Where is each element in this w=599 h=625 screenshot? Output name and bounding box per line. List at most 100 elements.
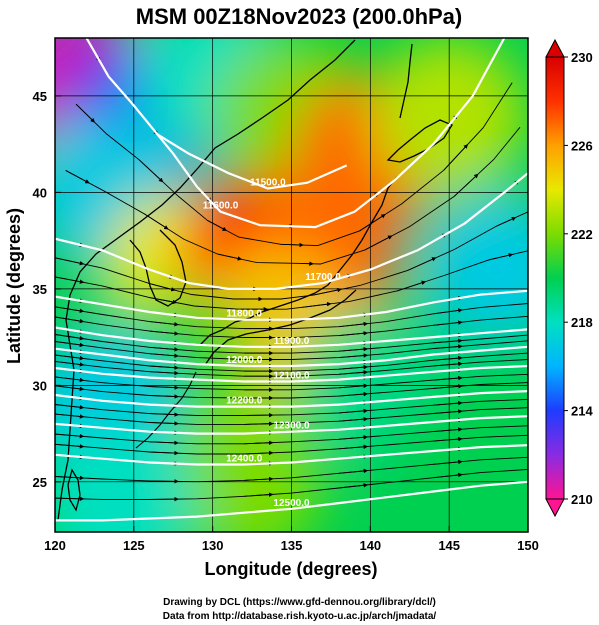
wind-arrow xyxy=(55,496,85,502)
wind-arrow xyxy=(338,353,369,359)
wind-arrow xyxy=(302,301,332,308)
wind-arrow xyxy=(55,376,85,383)
wind-arrow xyxy=(55,475,85,481)
contour-line xyxy=(55,364,528,383)
x-tick-label: 140 xyxy=(359,538,381,553)
wind-arrow xyxy=(433,344,463,350)
contour-label: 12200.0 xyxy=(226,396,263,407)
contour-line xyxy=(156,133,348,190)
wind-arrow xyxy=(488,253,514,261)
contour-line xyxy=(55,444,528,466)
wind-arrow xyxy=(433,400,463,406)
wind-arrow xyxy=(280,242,304,248)
wind-arrow xyxy=(338,483,369,489)
contour-label: 11800.0 xyxy=(226,309,262,320)
wind-arrow xyxy=(55,404,85,410)
wind-arrow xyxy=(244,450,274,456)
wind-arrow xyxy=(433,384,463,389)
chart-title: MSM 00Z18Nov2023 (200.0hPa) xyxy=(136,4,463,29)
wind-arrow xyxy=(433,472,463,479)
coastline-sakhalin xyxy=(399,43,413,119)
wind-arrow xyxy=(55,257,85,266)
wind-arrow xyxy=(433,375,463,381)
wind-arrow xyxy=(149,440,179,446)
coastline-asia-mainland xyxy=(57,39,356,521)
wind-arrow xyxy=(149,412,179,417)
y-tick-label: 35 xyxy=(33,282,47,297)
wind-arrow xyxy=(433,361,463,367)
wind-arrow xyxy=(149,394,179,399)
wind-arrow xyxy=(338,444,369,450)
wind-arrow xyxy=(496,217,517,227)
wind-arrow xyxy=(149,297,178,305)
wind-arrow xyxy=(338,468,369,474)
x-tick-label: 120 xyxy=(44,538,66,553)
wind-arrow xyxy=(312,287,342,296)
contour-label: 11700.0 xyxy=(305,272,341,283)
y-tick-label: 40 xyxy=(33,185,47,200)
y-tick-label: 30 xyxy=(33,378,47,393)
wind-arrow xyxy=(138,159,164,183)
contour-label: 11500.0 xyxy=(250,178,286,189)
contour-line xyxy=(55,390,528,408)
wind-arrow xyxy=(338,383,369,389)
wind-arrow xyxy=(55,443,85,449)
contour-label: 11600.0 xyxy=(203,201,239,212)
wind-arrow xyxy=(396,280,427,292)
streamline xyxy=(55,211,528,300)
wind-arrow xyxy=(244,421,274,426)
contour-line xyxy=(55,480,528,522)
wind-arrow xyxy=(364,235,393,251)
wind-arrow xyxy=(433,436,463,442)
x-tick-label: 150 xyxy=(517,538,539,553)
contour-label: 12500.0 xyxy=(273,498,310,509)
wind-arrow xyxy=(55,433,85,439)
x-tick-label: 145 xyxy=(438,538,460,553)
wind-arrow xyxy=(149,283,176,292)
wind-arrow xyxy=(407,257,437,272)
colorbar: 210 214 218 222 226 230 xyxy=(545,38,593,518)
wind-arrow xyxy=(453,173,479,197)
wind-arrow xyxy=(149,370,179,376)
colorbar-tick-label: 230 xyxy=(571,50,593,65)
x-axis: 120 125 130 135 140 145 150 xyxy=(44,526,539,553)
coastline-ryukyu xyxy=(135,371,197,449)
wind-arrow xyxy=(149,321,179,327)
wind-arrow xyxy=(359,214,386,232)
wind-arrow xyxy=(217,253,243,261)
wind-arrow xyxy=(244,440,274,446)
wind-arrow xyxy=(149,421,179,426)
grid-lines xyxy=(55,38,528,532)
wind-arrow xyxy=(433,355,463,361)
contour-label: 12300.0 xyxy=(273,421,310,432)
wind-arrow xyxy=(55,334,85,341)
colorbar-tick-label: 226 xyxy=(571,138,593,153)
coastline-korea xyxy=(129,229,187,307)
wind-arrow xyxy=(338,364,369,370)
wind-arrow xyxy=(338,346,369,352)
temperature-field xyxy=(55,38,528,532)
temperature-sample xyxy=(386,384,528,532)
wind-arrow xyxy=(433,427,463,433)
wind-arrow xyxy=(338,408,369,414)
x-tick-label: 135 xyxy=(281,538,303,553)
wind-arrow xyxy=(149,385,179,390)
wind-arrow xyxy=(149,450,179,456)
contour-label: 12400.0 xyxy=(226,453,263,464)
wind-arrow xyxy=(244,492,274,497)
wind-arrow xyxy=(338,435,369,440)
y-tick-label: 45 xyxy=(33,89,47,104)
contour-label: 11900.0 xyxy=(274,336,310,347)
x-axis-label: Longitude (degrees) xyxy=(204,559,377,579)
contour-line xyxy=(55,345,528,368)
height-contours: 11500.0 11600.0 11700.0 11800.0 11900.0 12000… xyxy=(55,38,528,522)
contour-line xyxy=(55,415,528,435)
wind-arrow xyxy=(338,331,369,337)
colorbar-gradient xyxy=(545,56,565,500)
wind-arrow xyxy=(55,306,85,314)
wind-arrow xyxy=(443,144,469,171)
y-axis-label: Latitude (degrees) xyxy=(4,208,24,364)
colorbar-tick-label: 222 xyxy=(571,227,593,242)
wind-arrow xyxy=(55,316,85,324)
